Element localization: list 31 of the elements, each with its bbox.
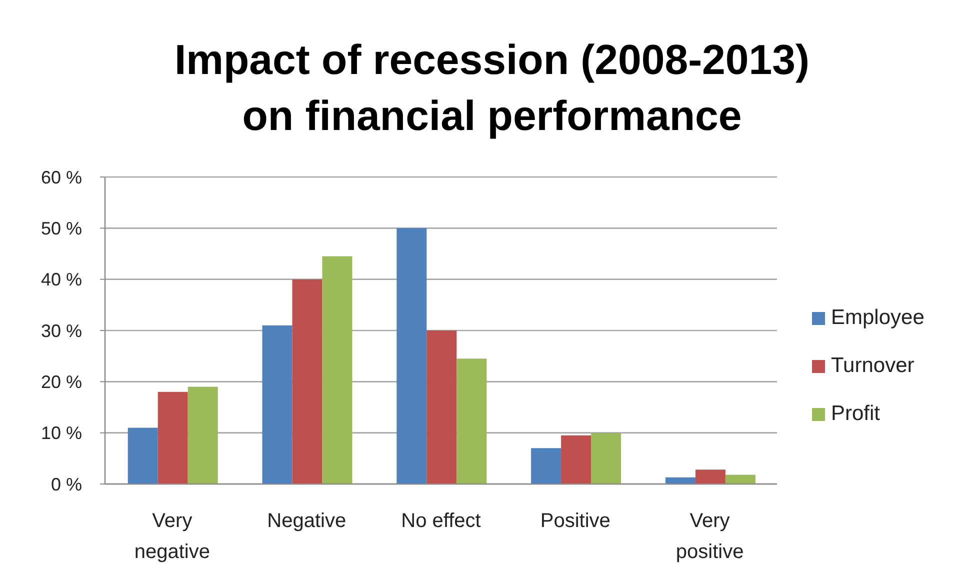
legend-label: Employee (831, 306, 924, 329)
bar (456, 358, 487, 484)
bar (188, 386, 218, 484)
bar (292, 279, 322, 484)
bar (561, 435, 592, 484)
bar (158, 392, 188, 484)
y-tick-label: 30 % (40, 320, 82, 341)
bar (396, 228, 427, 484)
x-tick-label: Very positive (676, 510, 744, 563)
bar (725, 474, 756, 484)
y-tick-label: 20 % (40, 372, 82, 392)
bar (322, 256, 352, 484)
legend-label: Turnover (831, 354, 914, 377)
bar (128, 428, 158, 484)
y-tick-label: 40 % (40, 270, 82, 290)
bar (695, 470, 726, 484)
y-tick-label: 10 % (40, 423, 82, 444)
chart-title: Impact of recession (2008-2013) on financial performance (174, 35, 810, 141)
bar (591, 432, 622, 484)
x-tick-label: Negative (267, 510, 346, 532)
y-tick-label: 50 % (40, 218, 82, 239)
x-tick-label: No effect (401, 510, 482, 532)
bar (665, 477, 696, 484)
bar (262, 325, 292, 484)
y-tick-label: 60 % (40, 167, 82, 188)
x-tick-label: Very negative (134, 510, 210, 563)
legend-label: Profit (831, 402, 880, 425)
bar (531, 448, 562, 484)
y-tick-label: 0 % (50, 474, 82, 494)
x-tick-label: Positive (540, 510, 610, 532)
bar (426, 330, 457, 484)
